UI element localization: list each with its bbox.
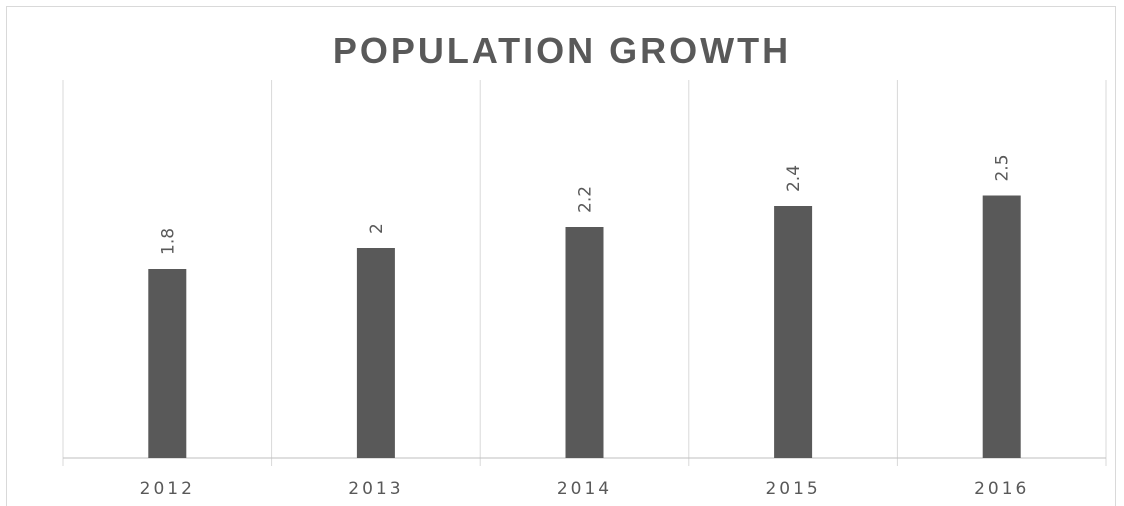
data-label-2013: 2	[367, 223, 387, 234]
x-tick-label-2015: 2015	[765, 479, 820, 499]
chart-frame	[6, 6, 1116, 506]
data-label-2012: 1.8	[158, 228, 178, 255]
chart-title: POPULATION GROWTH	[332, 30, 792, 71]
bar-2016	[982, 195, 1021, 458]
bar-2012	[148, 269, 187, 458]
x-tick-label-2016: 2016	[974, 479, 1029, 499]
data-label-2015: 2.4	[784, 165, 804, 192]
data-label-2016: 2.5	[993, 154, 1013, 181]
x-tick-label-2012: 2012	[140, 479, 195, 499]
bar-2015	[774, 206, 813, 458]
data-label-2014: 2.2	[576, 186, 596, 213]
bar-2014	[565, 227, 604, 458]
x-tick-label-2014: 2014	[557, 479, 612, 499]
bar-2013	[356, 248, 395, 458]
x-tick-label-2013: 2013	[348, 479, 403, 499]
